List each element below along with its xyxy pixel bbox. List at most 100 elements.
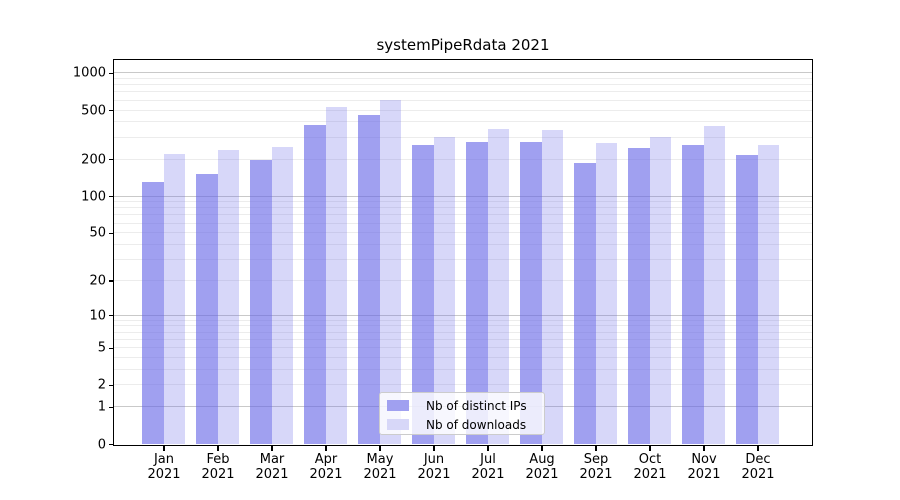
gridline <box>114 222 812 224</box>
bars-layer <box>114 60 812 446</box>
bar <box>466 141 488 444</box>
bar <box>379 99 401 444</box>
y-tick-label: 1000 <box>72 65 106 81</box>
x-tick-label: Apr 2021 <box>309 452 343 482</box>
gridline <box>114 195 812 197</box>
bar <box>304 125 326 444</box>
bar <box>163 153 185 444</box>
gridline <box>114 369 812 371</box>
x-tick-mark <box>487 446 489 451</box>
y-tick-mark <box>108 384 113 387</box>
y-tick-mark <box>108 72 113 74</box>
legend: Nb of distinct IPs Nb of downloads <box>379 392 545 435</box>
y-tick-label: 100 <box>81 189 106 205</box>
gridline <box>114 158 812 160</box>
gridline <box>114 384 812 386</box>
legend-swatch-downloads <box>387 419 409 430</box>
legend-swatch-distinct-ips <box>387 400 409 411</box>
y-tick-mark <box>108 109 113 112</box>
x-tick-label: Oct 2021 <box>633 452 667 482</box>
y-tick-label: 200 <box>81 152 106 168</box>
y-tick-mark <box>108 280 113 282</box>
y-tick-mark <box>108 315 113 317</box>
y-tick-label: 20 <box>89 273 106 289</box>
bar <box>196 174 218 444</box>
gridline <box>114 243 812 245</box>
gridline <box>114 347 812 349</box>
gridline <box>114 136 812 138</box>
bar <box>250 159 272 444</box>
bar <box>682 144 704 444</box>
legend-item: Nb of downloads <box>380 415 544 434</box>
bar <box>271 147 293 444</box>
x-tick-mark <box>757 446 759 451</box>
y-tick-label: 500 <box>81 103 106 119</box>
x-tick-label: Nov 2021 <box>687 452 721 482</box>
x-tick-mark <box>217 446 219 451</box>
bar <box>649 136 671 444</box>
bar <box>433 136 455 444</box>
y-tick-mark <box>108 406 113 408</box>
y-tick-mark <box>108 443 113 446</box>
x-tick-mark <box>379 446 381 451</box>
gridline <box>114 314 812 316</box>
x-tick-label: Mar 2021 <box>255 452 289 482</box>
plot-area <box>113 58 813 446</box>
y-tick-label: 10 <box>89 308 106 324</box>
x-tick-label: Jan 2021 <box>147 452 181 482</box>
y-tick-mark <box>108 232 113 234</box>
bar <box>520 141 542 444</box>
x-tick-label: Jul 2021 <box>471 452 505 482</box>
y-tick-label: 50 <box>89 225 106 241</box>
gridline <box>114 214 812 216</box>
bar <box>217 150 239 444</box>
gridline <box>114 109 812 111</box>
grid-layer <box>114 60 812 446</box>
gridline <box>114 72 812 74</box>
x-tick-label: May 2021 <box>363 452 397 482</box>
bar <box>595 142 617 444</box>
bar <box>757 145 779 444</box>
legend-item-label: Nb of downloads <box>426 417 527 432</box>
bar <box>628 148 650 444</box>
gridline <box>114 78 812 79</box>
y-tick-mark <box>108 158 113 161</box>
gridline <box>114 319 812 321</box>
gridline <box>114 207 812 209</box>
gridline <box>114 91 812 93</box>
gridline <box>114 259 812 261</box>
gridline <box>114 338 812 340</box>
x-tick-mark <box>703 446 705 451</box>
x-tick-mark <box>595 446 597 451</box>
gridline <box>114 357 812 359</box>
x-tick-label: Sep 2021 <box>579 452 613 482</box>
x-tick-mark <box>271 446 273 451</box>
bar <box>736 154 758 444</box>
x-tick-mark <box>325 446 327 451</box>
x-tick-mark <box>649 446 651 451</box>
bar <box>574 162 596 444</box>
y-tick-label: 1 <box>97 399 106 415</box>
y-tick-mark <box>108 347 113 349</box>
legend-item: Nb of distinct IPs <box>380 396 544 415</box>
y-tick-mark <box>108 195 113 198</box>
x-tick-label: Dec 2021 <box>741 452 775 482</box>
bar <box>541 130 563 444</box>
bar <box>358 114 380 444</box>
gridline <box>114 201 812 203</box>
gridline <box>114 279 812 281</box>
x-tick-label: Aug 2021 <box>525 452 559 482</box>
legend-item-label: Nb of distinct IPs <box>426 398 527 413</box>
x-tick-mark <box>163 446 165 451</box>
y-tick-label: 5 <box>97 340 106 356</box>
bar <box>325 106 347 444</box>
bar <box>412 144 434 444</box>
gridline <box>114 121 812 123</box>
y-tick-label: 2 <box>97 377 106 393</box>
x-tick-label: Jun 2021 <box>417 452 451 482</box>
gridline <box>114 84 812 86</box>
x-tick-mark <box>433 446 435 451</box>
bar <box>703 126 725 444</box>
